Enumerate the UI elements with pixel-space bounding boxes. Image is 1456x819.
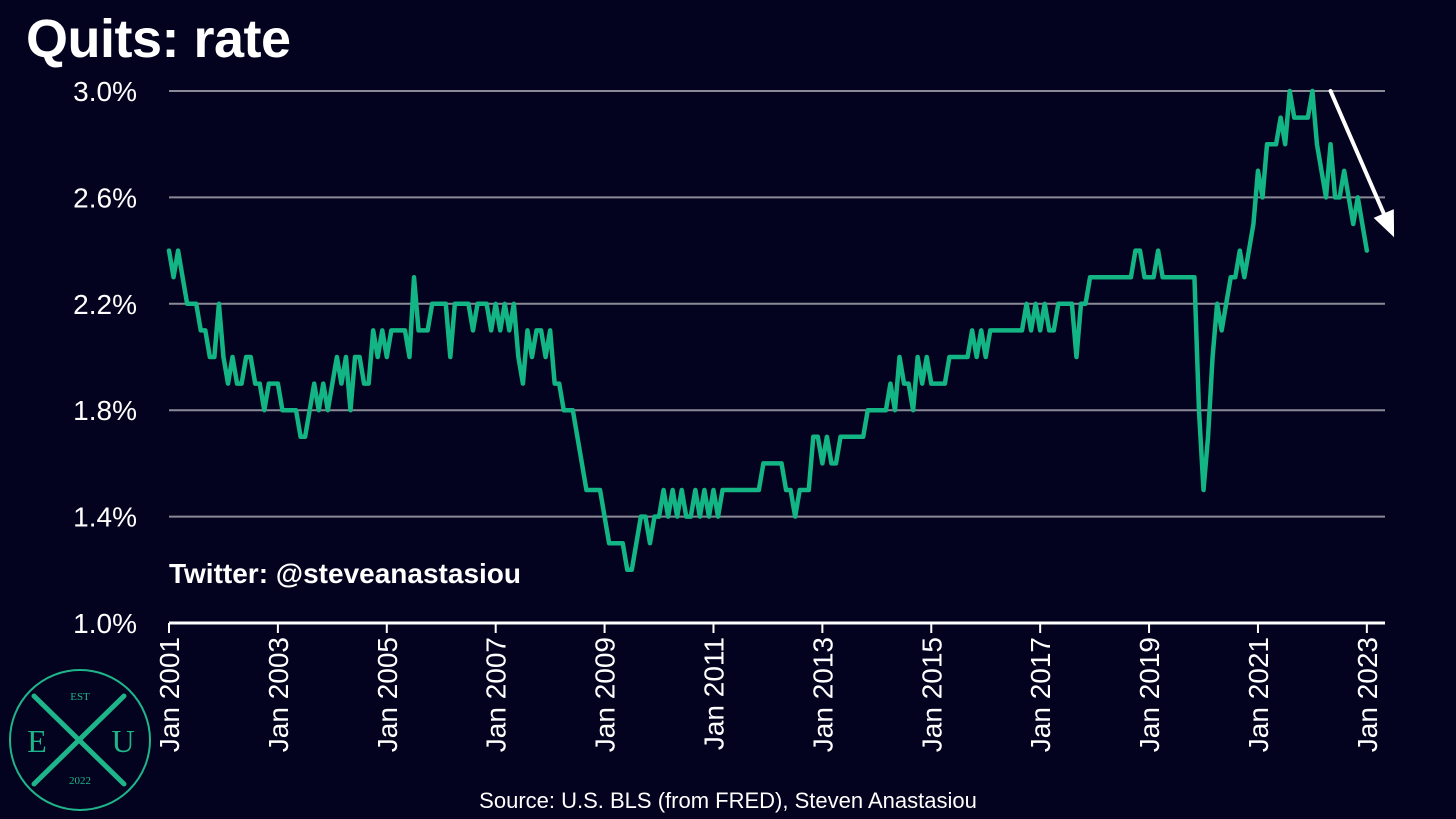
- y-tick-label: 2.6%: [73, 182, 137, 213]
- logo-letter-u: U: [111, 723, 134, 759]
- source-caption: Source: U.S. BLS (from FRED), Steven Ana…: [479, 788, 977, 813]
- logo-est-text: EST: [70, 691, 90, 703]
- logo: EST E U 2022: [9, 669, 151, 811]
- x-tick-label: Jan 2017: [1025, 637, 1056, 752]
- x-tick-label: Jan 2013: [807, 637, 838, 752]
- x-tick-label: Jan 2009: [590, 637, 621, 752]
- x-tick-label: Jan 2015: [916, 637, 947, 752]
- x-tick-label: Jan 2011: [698, 637, 729, 750]
- y-tick-label: 1.8%: [73, 395, 137, 426]
- x-tick-label: Jan 2007: [481, 637, 512, 752]
- series-line-quits-rate: [166, 88, 1370, 573]
- y-tick-label: 1.0%: [73, 608, 137, 639]
- y-tick-label: 3.0%: [73, 76, 137, 107]
- x-tick-label: Jan 2023: [1352, 637, 1383, 752]
- chart-title: Quits: rate: [26, 9, 291, 69]
- logo-ring: [9, 669, 151, 811]
- arrow-shaft: [1328, 89, 1386, 216]
- x-tick-label: Jan 2021: [1243, 637, 1274, 752]
- x-tick-label: Jan 2003: [263, 637, 294, 752]
- trend-arrow-annotation: [1328, 89, 1395, 238]
- x-axis: Jan 2001 Jan 2003 Jan 2005 Jan 2007 Jan 2009…: [154, 621, 1385, 752]
- arrow-head: [1373, 209, 1395, 238]
- twitter-handle-watermark: Twitter: @steveanastasiou: [169, 558, 521, 589]
- logo-letter-e: E: [27, 723, 47, 759]
- gridlines: [169, 90, 1385, 518]
- logo-x-stroke-2: [31, 693, 127, 787]
- logo-year-text: 2022: [69, 775, 91, 787]
- y-axis-tick-labels: 1.0% 1.4% 1.8% 2.2% 2.6% 3.0%: [73, 76, 137, 639]
- y-tick-label: 2.2%: [73, 289, 137, 320]
- y-tick-label: 1.4%: [73, 502, 137, 533]
- x-tick-label: Jan 2001: [154, 637, 185, 752]
- x-tick-label: Jan 2005: [372, 637, 403, 752]
- x-tick-label: Jan 2019: [1134, 637, 1165, 752]
